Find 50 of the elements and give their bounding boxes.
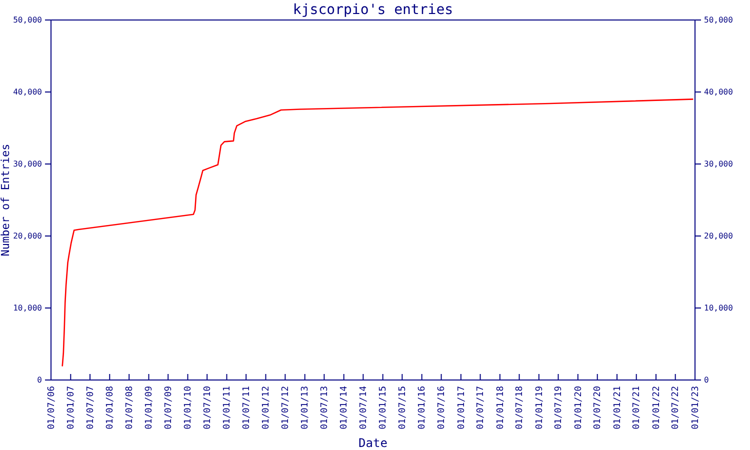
x-tick-label: 01/01/22 xyxy=(652,386,662,430)
y2-tick-label: 10,000 xyxy=(704,304,734,313)
x-tick-label: 01/07/20 xyxy=(593,386,604,430)
x-tick-label: 01/01/13 xyxy=(300,386,311,430)
x-tick-label: 01/07/13 xyxy=(320,386,330,430)
x-tick-label: 01/01/15 xyxy=(378,386,389,430)
x-tick-label: 01/01/14 xyxy=(340,386,350,430)
x-tick-label: 01/01/17 xyxy=(456,386,467,430)
y2-tick-label: 20,000 xyxy=(704,232,734,241)
line-series xyxy=(62,98,694,367)
x-tick-label: 01/07/10 xyxy=(202,386,213,430)
x-tick-label: 01/07/17 xyxy=(476,386,486,430)
y2-tick-label: 0 xyxy=(704,376,709,385)
x-tick-label: 01/07/21 xyxy=(632,386,642,430)
y-tick-label: 20,000 xyxy=(13,232,42,241)
x-tick-label: 01/07/15 xyxy=(398,386,408,430)
x-tick-label: 01/01/19 xyxy=(534,386,545,430)
y-tick-label: 10,000 xyxy=(13,304,42,313)
x-axis-title: Date xyxy=(358,436,388,450)
x-tick-label: 01/01/21 xyxy=(612,386,623,430)
x-tick-label: 01/07/12 xyxy=(281,386,292,430)
x-tick-label: 01/07/16 xyxy=(437,386,448,430)
y2-tick-label: 50,000 xyxy=(704,16,734,25)
x-tick-label: 01/01/09 xyxy=(144,386,155,430)
x-tick-label: 01/01/16 xyxy=(418,386,428,430)
x-tick-label: 01/01/12 xyxy=(262,386,272,430)
y-tick-label: 30,000 xyxy=(13,160,42,169)
x-tick-label: 01/07/14 xyxy=(359,386,370,430)
y-tick-label: 0 xyxy=(37,376,42,385)
chart-title: kjscorpio's entries xyxy=(292,2,454,18)
y-tick-label: 50,000 xyxy=(13,16,42,25)
x-tick-label: 01/07/18 xyxy=(515,386,526,430)
x-tick-label: 01/01/08 xyxy=(106,386,116,430)
x-tick-label: 01/01/20 xyxy=(574,386,584,430)
x-tick-label: 01/01/18 xyxy=(496,386,506,430)
x-tick-label: 01/07/07 xyxy=(86,386,96,430)
y2-tick-label: 30,000 xyxy=(704,160,734,169)
x-tick-label: 01/07/09 xyxy=(164,386,174,430)
x-tick-label: 01/07/11 xyxy=(242,386,252,430)
x-tick-label: 01/07/08 xyxy=(124,386,135,430)
y-tick-label: 40,000 xyxy=(13,88,42,97)
x-tick-label: 01/01/23 xyxy=(690,386,701,430)
x-tick-label: 01/07/19 xyxy=(554,386,564,430)
y-axis-title: Number of Entries xyxy=(0,144,12,256)
y2-tick-label: 40,000 xyxy=(704,88,734,97)
x-tick-label: 01/07/06 xyxy=(46,386,57,430)
x-tick-label: 01/01/11 xyxy=(222,386,233,430)
x-tick-label: 01/07/22 xyxy=(671,386,682,430)
x-tick-label: 01/01/07 xyxy=(66,386,77,430)
x-tick-label: 01/01/10 xyxy=(184,386,194,430)
